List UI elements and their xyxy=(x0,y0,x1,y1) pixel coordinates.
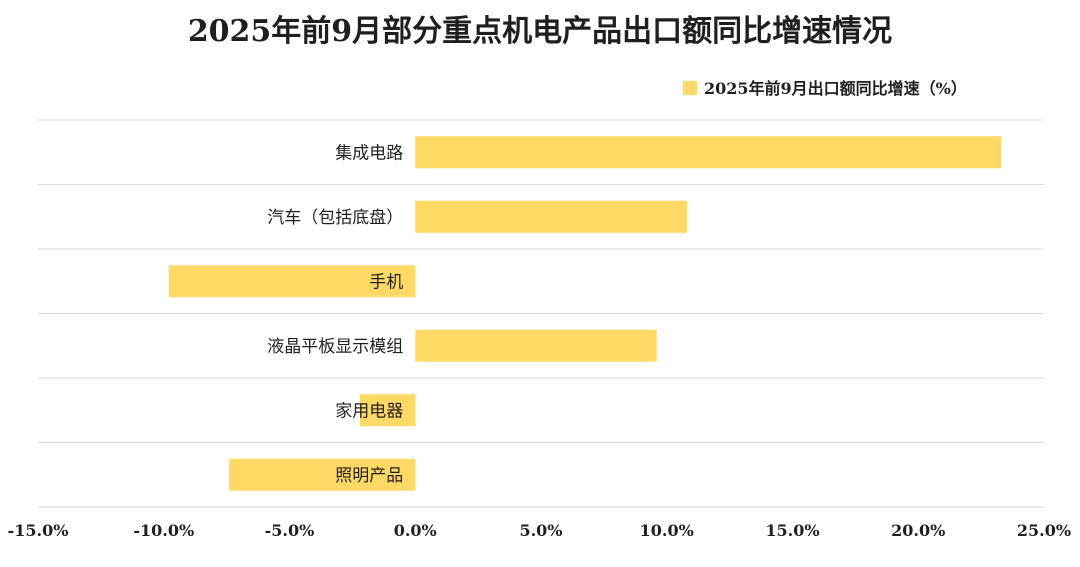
bar xyxy=(168,265,416,298)
legend-label: 2025年前9月出口额同比增速（%） xyxy=(704,79,967,98)
legend-swatch xyxy=(683,81,697,95)
bar xyxy=(415,136,1002,169)
category-label: 照明产品 xyxy=(335,466,403,486)
x-tick-label: 5.0% xyxy=(519,521,562,540)
bar xyxy=(415,200,687,233)
x-tick-label: 10.0% xyxy=(640,521,694,540)
legend: 2025年前9月出口额同比增速（%） xyxy=(683,79,967,98)
x-tick-label: -10.0% xyxy=(133,521,194,540)
x-axis-ticks: -15.0% -10.0% -5.0% 0.0% 5.0% 10.0% 15.0% 20.0%… xyxy=(8,521,1071,540)
category-label: 液晶平板显示模组 xyxy=(267,337,403,357)
category-label: 集成电路 xyxy=(335,143,403,163)
bar xyxy=(229,458,416,491)
x-tick-label: 0.0% xyxy=(394,521,437,540)
bars xyxy=(168,136,1002,491)
x-tick-label: 20.0% xyxy=(891,521,945,540)
category-label: 汽车（包括底盘） xyxy=(267,208,403,228)
chart-title: 2025年前9月部分重点机电产品出口额同比增速情况 xyxy=(188,14,892,49)
category-label: 家用电器 xyxy=(335,401,403,421)
bar xyxy=(415,329,657,362)
x-tick-label: 25.0% xyxy=(1017,521,1071,540)
gridlines xyxy=(38,119,1044,508)
x-tick-label: 15.0% xyxy=(765,521,819,540)
x-tick-label: -5.0% xyxy=(265,521,315,540)
bar xyxy=(359,394,416,427)
x-tick-label: -15.0% xyxy=(8,521,69,540)
category-label: 手机 xyxy=(369,272,403,292)
